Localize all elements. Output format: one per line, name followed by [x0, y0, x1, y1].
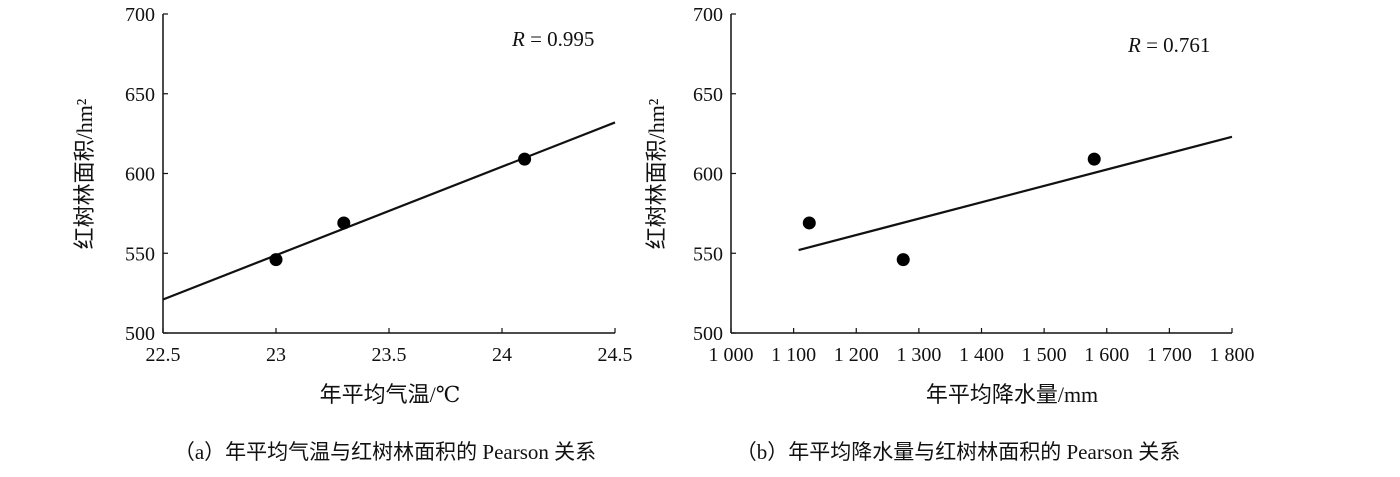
r-value: = 0.995: [525, 27, 595, 51]
y-tick-label: 600: [693, 164, 723, 186]
x-tick-label: 1 200: [834, 344, 879, 366]
x-tick-label: 22.5: [146, 344, 181, 366]
x-tick-label: 24: [492, 344, 512, 366]
r-symbol: R: [511, 27, 525, 51]
y-tick-label: 550: [693, 243, 723, 265]
y-tick-label: 500: [693, 323, 723, 345]
y-tick-label: 550: [125, 243, 155, 265]
data-point: [518, 152, 532, 166]
x-tick-label: 1 000: [709, 344, 754, 366]
r-annotation: R = 0.761: [1127, 33, 1210, 57]
y-axis-label: 红树林面积/hm²: [72, 98, 97, 249]
x-axis-label: 年平均降水量/mm: [926, 382, 1098, 407]
y-tick-label: 650: [693, 84, 723, 106]
x-axis-label: 年平均气温/℃: [320, 382, 461, 407]
x-tick-label: 1 600: [1084, 344, 1129, 366]
x-tick-label: 1 100: [771, 344, 816, 366]
x-tick-label: 1 300: [896, 344, 941, 366]
x-tick-label: 1 800: [1210, 344, 1255, 366]
figure-caption: （a）年平均气温与红树林面积的 Pearson 关系: [174, 440, 596, 464]
x-tick-label: 23: [266, 344, 286, 366]
data-point: [269, 253, 283, 267]
data-point: [802, 216, 816, 230]
x-tick-label: 23.5: [372, 344, 407, 366]
y-tick-label: 700: [693, 4, 723, 26]
data-point: [896, 253, 910, 267]
x-tick-label: 24.5: [598, 344, 633, 366]
data-point: [1087, 152, 1101, 166]
x-tick-label: 1 700: [1147, 344, 1192, 366]
chart-a: 500 550 600 650 700 22.5 23 23.5 24 24.5 R = 0.995…: [72, 4, 633, 464]
chart-b: 500 550 600 650 700 1 000 1 100 1 200 1 300 1 400…: [644, 4, 1255, 464]
r-symbol: R: [1127, 33, 1141, 57]
x-tick-label: 1 400: [959, 344, 1004, 366]
y-tick-label: 600: [125, 164, 155, 186]
data-point: [337, 216, 351, 230]
y-tick-label: 700: [125, 4, 155, 26]
regression-line: [162, 121, 616, 301]
regression-line: [798, 135, 1233, 252]
y-tick-label: 500: [125, 323, 155, 345]
figure-caption: （b）年平均降水量与红树林面积的 Pearson 关系: [736, 440, 1181, 464]
y-tick-label: 650: [125, 84, 155, 106]
x-tick-label: 1 500: [1022, 344, 1067, 366]
r-annotation: R = 0.995: [511, 27, 594, 51]
y-axis-label: 红树林面积/hm²: [644, 98, 669, 249]
r-value: = 0.761: [1141, 33, 1211, 57]
